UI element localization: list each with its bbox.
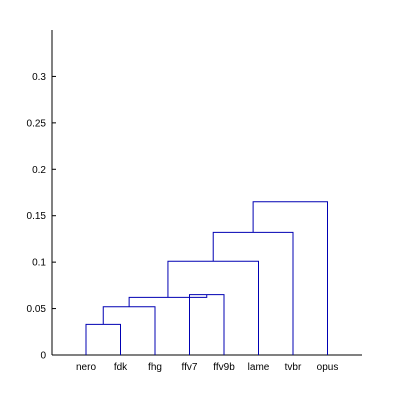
y-tick-label: 0.3 bbox=[32, 72, 46, 83]
leaf-label: ffv7 bbox=[182, 362, 198, 373]
dendrogram-link-3 bbox=[189, 294, 225, 355]
dendrogram-link-2 bbox=[102, 306, 156, 355]
leaf-label: nero bbox=[76, 362, 96, 373]
dendrogram-link-6 bbox=[212, 231, 294, 355]
leaf-label: ffv9b bbox=[213, 362, 235, 373]
axes: 0 0.05 0.1 0.15 0.2 0.25 0.3 bbox=[27, 30, 362, 362]
leaf-label: tvbr bbox=[285, 362, 302, 373]
dendrogram-link-5 bbox=[167, 260, 259, 355]
leaf-label: fhg bbox=[148, 362, 162, 373]
y-tick-label: 0.2 bbox=[32, 165, 46, 176]
leaf-label: opus bbox=[317, 362, 339, 373]
y-tick-label: 0.25 bbox=[27, 118, 47, 129]
dendrogram-links bbox=[85, 201, 328, 355]
y-tick-label: 0.05 bbox=[27, 304, 47, 315]
y-tick-label: 0.1 bbox=[32, 258, 46, 269]
leaf-label: lame bbox=[248, 362, 270, 373]
leaf-label: fdk bbox=[114, 362, 128, 373]
dendrogram-link-1 bbox=[85, 323, 121, 355]
y-tick-label: 0.15 bbox=[27, 211, 47, 222]
y-tick-label: 0 bbox=[40, 351, 46, 362]
dendrogram-link-7 bbox=[252, 201, 328, 355]
leaf-labels: nero fdk fhg ffv7 ffv9b lame tvbr opus bbox=[76, 362, 338, 373]
